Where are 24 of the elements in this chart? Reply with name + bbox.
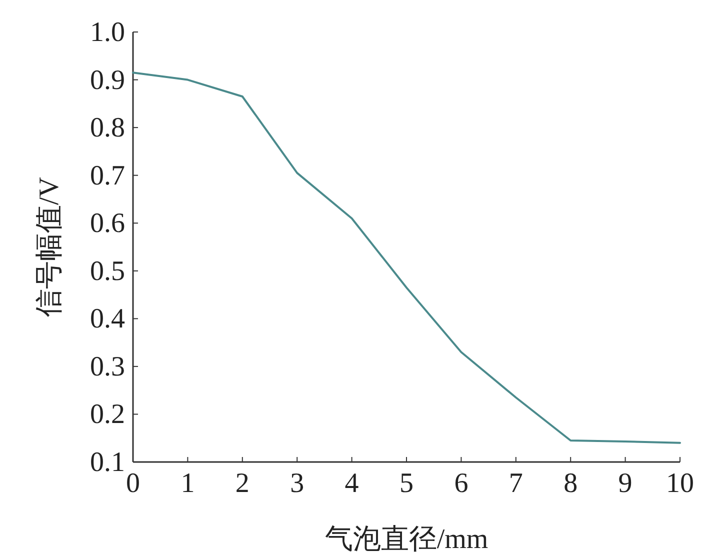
x-tick-label: 0 [126, 468, 140, 499]
x-tick-label: 1 [180, 468, 195, 499]
x-tick-label: 6 [454, 468, 468, 499]
y-tick-label: 0.7 [90, 160, 125, 192]
y-tick-label: 0.5 [90, 256, 125, 287]
x-tick-label: 9 [618, 468, 632, 499]
line-series [132, 72, 681, 444]
x-tick-label: 7 [508, 468, 523, 499]
x-axis-title: 气泡直径/mm [324, 524, 488, 555]
x-tick-label: 10 [666, 468, 694, 499]
y-tick-label: 1.0 [90, 17, 125, 48]
x-tick-label: 4 [344, 468, 359, 499]
y-tick-label: 0.4 [90, 304, 125, 335]
y-tick-label: 0.2 [90, 399, 125, 430]
y-tick-label: 0.9 [90, 64, 125, 96]
x-tick-label: 3 [290, 468, 304, 499]
x-tick-label: 5 [400, 468, 414, 499]
y-axis-title: 信号幅值/V [34, 177, 65, 317]
y-tick-label: 0.6 [90, 208, 125, 240]
y-tick-label: 0.3 [90, 351, 125, 382]
x-tick-label: 2 [235, 468, 250, 499]
y-tick-label: 0.1 [90, 447, 125, 478]
x-tick-label: 8 [564, 468, 578, 499]
y-tick-label: 0.8 [90, 112, 125, 144]
